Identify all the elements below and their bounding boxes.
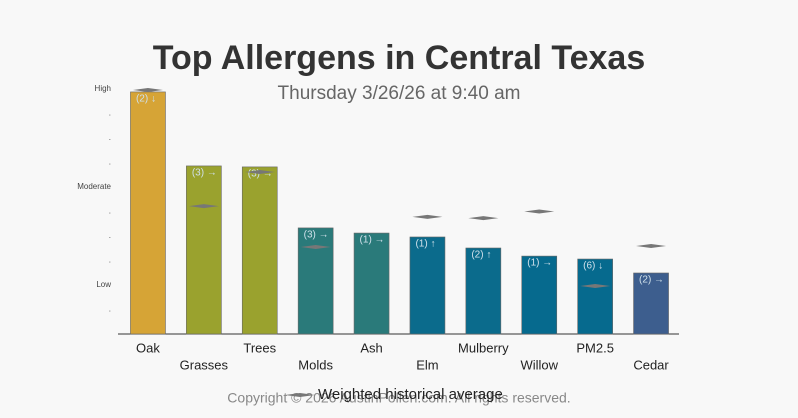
bar [186, 165, 222, 335]
x-tick-label: Molds [298, 357, 333, 372]
historical-marker [188, 204, 219, 209]
bar-annotation: (3) → [192, 168, 217, 179]
historical-marker [580, 283, 611, 288]
x-tick-label: Ash [360, 340, 382, 355]
chart-title: Top Allergens in Central Texas [153, 39, 646, 77]
historical-marker [636, 244, 667, 249]
historical-marker [132, 87, 163, 92]
x-tick-label: Cedar [633, 357, 669, 372]
bar [465, 247, 502, 335]
x-tick-label: PM2.5 [576, 340, 614, 355]
x-tick-label: Grasses [180, 357, 229, 372]
bar-annotation: (3) → [248, 169, 273, 180]
bar [353, 232, 390, 335]
legend-marker [285, 393, 315, 397]
y-tick-label: . [109, 109, 111, 118]
y-tick-label: . [109, 256, 111, 265]
y-tick-label: High [95, 84, 111, 93]
bar-annotation: (3) → [304, 230, 329, 241]
y-tick-label: . [109, 305, 111, 314]
bar-annotation: (1) → [360, 235, 385, 246]
bar-annotation: (1) ↑ [415, 239, 435, 250]
x-tick-label: Willow [520, 357, 558, 372]
x-tick-label: Mulberry [458, 340, 509, 355]
historical-marker [412, 214, 443, 219]
bar [241, 166, 278, 335]
bar [130, 91, 166, 335]
y-tick-label: Low [96, 280, 111, 289]
bar-annotation: (2) ↓ [136, 94, 156, 105]
historical-marker [244, 170, 275, 175]
bar [521, 255, 558, 335]
historical-marker [300, 245, 331, 250]
y-tick-label: Moderate [77, 182, 111, 191]
bar [633, 272, 669, 335]
bar-annotation: (1) → [527, 258, 552, 269]
bar [297, 227, 334, 335]
copyright: Copyright © 2026 AustinPollen.com. All r… [227, 390, 570, 406]
bar [409, 236, 446, 335]
bar [577, 258, 613, 335]
y-tick-label: . [109, 133, 111, 142]
bar-annotation: (6) ↓ [583, 261, 603, 272]
x-tick-label: Elm [416, 357, 438, 372]
y-tick-label: . [109, 231, 111, 240]
historical-marker [524, 209, 555, 214]
bar-annotation: (2) ↑ [471, 250, 491, 261]
y-tick-label: . [109, 207, 111, 216]
x-tick-label: Trees [243, 340, 276, 355]
chart-subtitle: Thursday 3/26/26 at 9:40 am [278, 83, 521, 104]
bar-annotation: (2) → [639, 275, 664, 286]
historical-marker [468, 216, 499, 221]
x-tick-label: Oak [136, 340, 160, 355]
y-tick-label: . [109, 158, 111, 167]
legend-label: Weighted historical average [318, 386, 503, 403]
